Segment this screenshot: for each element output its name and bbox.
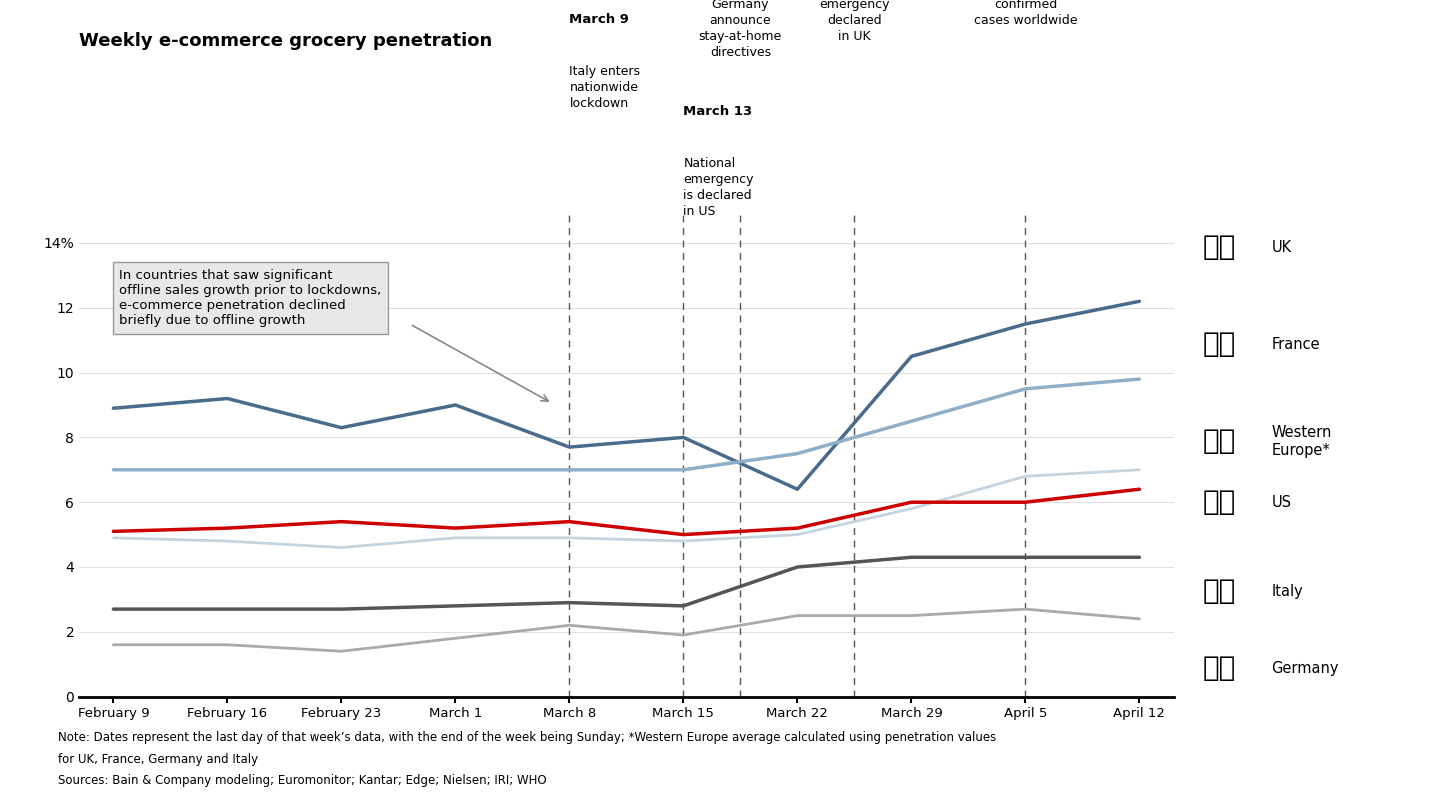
- Text: In countries that saw significant
offline sales growth prior to lockdowns,
e-com: In countries that saw significant offlin…: [120, 269, 382, 327]
- Text: 🇮🇹: 🇮🇹: [1202, 578, 1236, 605]
- Text: March 13: March 13: [684, 105, 753, 118]
- Text: Sources: Bain & Company modeling; Euromonitor; Kantar; Edge; Nielsen; IRI; WHO: Sources: Bain & Company modeling; Euromo…: [58, 774, 546, 787]
- Text: Italy enters
nationwide
lockdown: Italy enters nationwide lockdown: [569, 65, 641, 110]
- Text: Over 1M
confirmed
cases worldwide: Over 1M confirmed cases worldwide: [973, 0, 1077, 28]
- Text: Western
Europe*: Western Europe*: [1272, 424, 1332, 458]
- Text: 🇪🇺: 🇪🇺: [1202, 428, 1236, 455]
- Text: Germany: Germany: [1272, 661, 1339, 676]
- Text: National
emergency
declared
in UK: National emergency declared in UK: [819, 0, 890, 43]
- Text: for UK, France, Germany and Italy: for UK, France, Germany and Italy: [58, 753, 258, 766]
- Text: Note: Dates represent the last day of that week’s data, with the end of the week: Note: Dates represent the last day of th…: [58, 731, 996, 744]
- Text: US: US: [1272, 495, 1292, 509]
- Text: France: France: [1272, 337, 1320, 352]
- Text: March 9: March 9: [569, 13, 629, 26]
- Text: 🇬🇧: 🇬🇧: [1202, 233, 1236, 261]
- Text: 🇩🇪: 🇩🇪: [1202, 654, 1236, 682]
- Text: 🇺🇸: 🇺🇸: [1202, 488, 1236, 516]
- Text: 🇫🇷: 🇫🇷: [1202, 330, 1236, 358]
- Text: UK: UK: [1272, 240, 1292, 254]
- Text: National
emergency
is declared
in US: National emergency is declared in US: [684, 157, 755, 218]
- Text: Weekly e-commerce grocery penetration: Weekly e-commerce grocery penetration: [79, 32, 492, 50]
- Text: France &
Germany
announce
stay-at-home
directives: France & Germany announce stay-at-home d…: [698, 0, 782, 59]
- Text: Italy: Italy: [1272, 584, 1303, 599]
